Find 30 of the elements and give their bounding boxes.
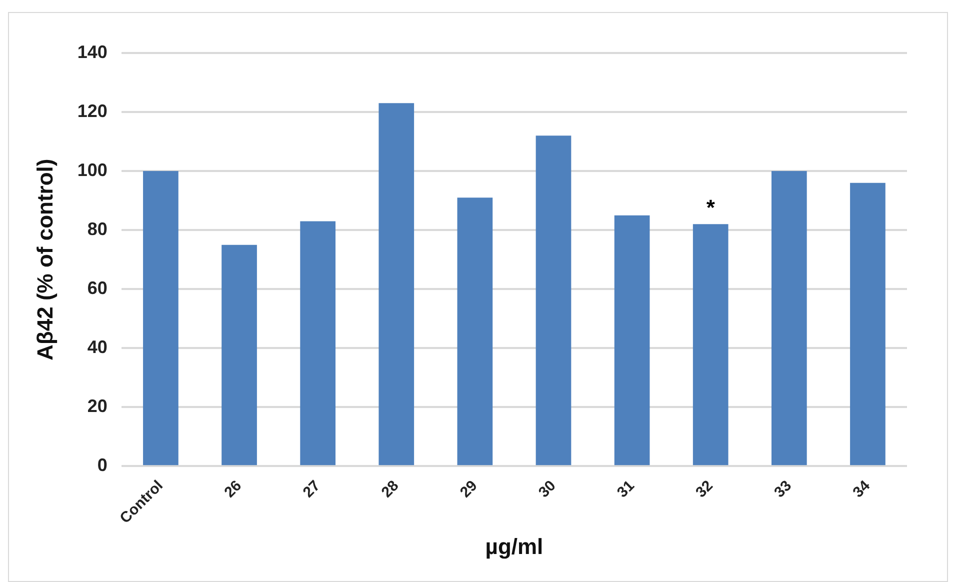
bar <box>692 224 728 466</box>
y-tick-label: 120 <box>77 100 108 121</box>
bar <box>378 103 414 466</box>
bar <box>771 171 807 466</box>
y-tick-label: 60 <box>87 278 108 298</box>
y-tick-label: 20 <box>87 396 108 416</box>
x-tick-label: 34 <box>850 476 874 502</box>
bar <box>143 171 178 466</box>
y-tick-label: 100 <box>77 160 108 180</box>
x-tick-label: 33 <box>771 477 795 502</box>
x-tick-label: 28 <box>378 477 402 502</box>
x-axis-title: µg/ml <box>485 534 544 559</box>
y-tick-label: 140 <box>77 42 108 62</box>
bar <box>300 221 336 466</box>
x-tick-label: 30 <box>535 477 560 502</box>
y-tick-label: 40 <box>87 337 108 358</box>
bar <box>850 182 886 466</box>
y-tick-label: 80 <box>87 219 108 240</box>
x-tick-label: 26 <box>221 477 246 502</box>
y-axis-title: Aβ42 (% of control) <box>32 158 58 360</box>
x-tick-label: 27 <box>300 477 324 502</box>
bar <box>457 198 493 466</box>
x-tick-label: 31 <box>614 477 638 502</box>
x-tick-label: 29 <box>456 477 481 502</box>
bar <box>222 244 257 466</box>
bar <box>614 215 650 466</box>
y-tick-label: 0 <box>97 455 108 476</box>
x-tick-label: 32 <box>692 477 716 502</box>
bar <box>536 136 572 466</box>
annotation: * <box>706 195 716 220</box>
